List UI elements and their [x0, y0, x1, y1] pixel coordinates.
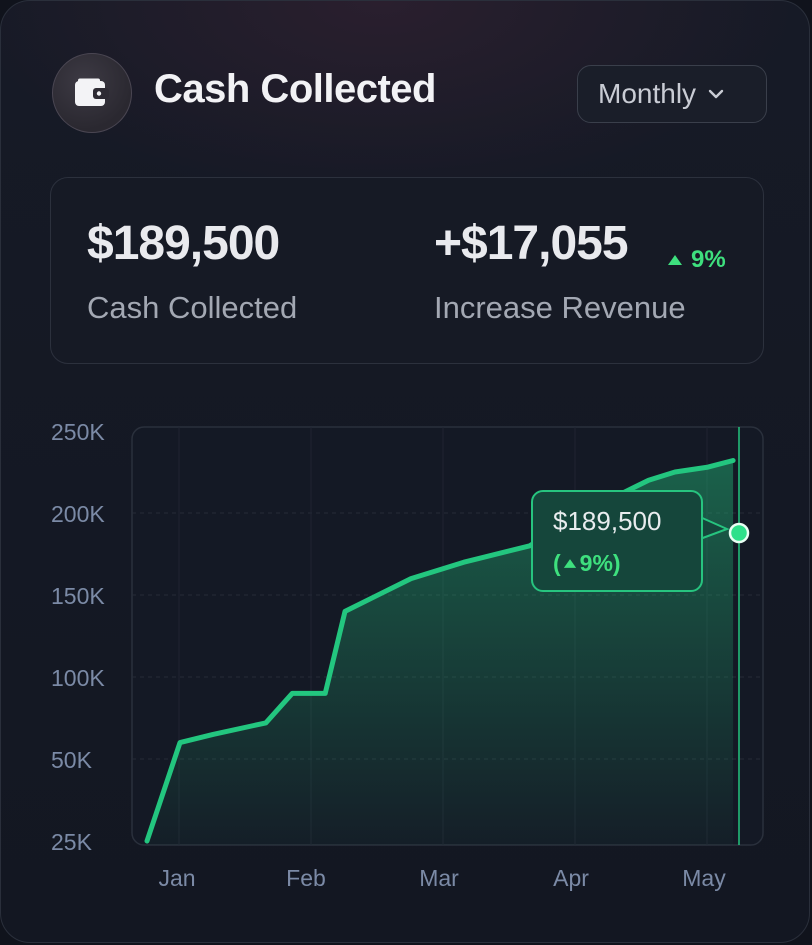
increase-delta-value: 9%	[691, 246, 726, 273]
increase-revenue-label: Increase Revenue	[434, 290, 686, 325]
triangle-up-icon	[668, 255, 682, 265]
series-line	[144, 458, 736, 844]
chart-tooltip: $189,500 (9%)	[531, 490, 703, 592]
tooltip-delta-value: 9%	[579, 550, 613, 576]
x-tick-label: Jan	[158, 865, 196, 891]
triangle-up-icon	[563, 559, 576, 568]
card-title: Cash Collected	[154, 67, 436, 111]
tooltip-delta-close: )	[612, 550, 621, 576]
tooltip-delta-open: (	[553, 550, 561, 576]
tooltip-delta: (9%)	[553, 550, 621, 577]
tooltip-pointer-border	[699, 516, 730, 540]
increase-revenue-value: +$17,055	[434, 217, 629, 270]
x-tick-label: May	[682, 865, 726, 891]
x-tick-label: Feb	[286, 865, 326, 891]
y-tick-label: 25K	[51, 829, 92, 855]
increase-delta-badge: 9%	[667, 246, 726, 274]
wallet-badge	[52, 53, 132, 133]
period-select[interactable]: Monthly	[577, 65, 767, 123]
hover-point[interactable]	[728, 522, 750, 544]
tooltip-value: $189,500	[553, 506, 662, 536]
y-tick-label: 50K	[51, 747, 92, 773]
x-tick-label: Apr	[553, 865, 589, 891]
y-tick-label: 150K	[51, 583, 105, 609]
period-select-value: Monthly	[598, 78, 697, 109]
wallet-icon	[75, 78, 109, 106]
cash-collected-label: Cash Collected	[87, 290, 298, 325]
tooltip-pointer	[700, 517, 727, 539]
x-tick-label: Mar	[419, 865, 459, 891]
stats-panel: $189,500 Cash Collected +$17,055 Increas…	[50, 177, 764, 364]
y-tick-label: 200K	[51, 501, 105, 527]
y-tick-label: 100K	[51, 665, 105, 691]
chevron-down-icon	[708, 89, 724, 99]
cash-collected-value: $189,500	[87, 217, 280, 270]
y-tick-label: 250K	[51, 419, 105, 445]
